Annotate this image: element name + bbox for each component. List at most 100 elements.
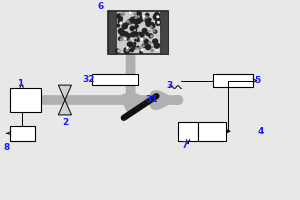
Bar	[178, 122, 198, 141]
Point	[118, 30, 123, 33]
Point	[147, 18, 152, 21]
Point	[137, 31, 142, 35]
Point	[124, 32, 128, 36]
Point	[135, 34, 140, 37]
Point	[149, 35, 154, 38]
Point	[133, 28, 137, 31]
Point	[127, 19, 132, 22]
Point	[118, 17, 123, 21]
Point	[155, 15, 160, 18]
Point	[123, 48, 128, 51]
Point	[122, 25, 127, 28]
Bar	[10, 88, 41, 112]
Point	[155, 15, 160, 18]
Point	[134, 19, 139, 22]
Text: 5: 5	[254, 76, 261, 85]
Point	[143, 45, 148, 48]
Point	[123, 37, 128, 41]
Point	[146, 45, 151, 49]
Point	[133, 29, 137, 32]
Bar	[160, 11, 168, 54]
Point	[152, 36, 157, 39]
Point	[155, 48, 160, 52]
Point	[138, 16, 142, 19]
Point	[128, 12, 132, 15]
Point	[125, 46, 130, 49]
Text: 7: 7	[181, 141, 188, 150]
Point	[145, 32, 150, 36]
Point	[140, 38, 144, 41]
Point	[147, 46, 152, 49]
Point	[121, 12, 126, 15]
Text: 8: 8	[4, 143, 10, 152]
Point	[136, 15, 141, 18]
Polygon shape	[58, 85, 71, 100]
Point	[145, 13, 150, 17]
Bar	[92, 74, 138, 85]
Point	[137, 47, 142, 50]
Point	[134, 20, 139, 23]
Point	[130, 18, 135, 22]
Point	[143, 15, 148, 19]
Point	[133, 29, 137, 32]
Point	[134, 47, 139, 50]
Bar	[213, 74, 253, 87]
Point	[128, 12, 132, 15]
Point	[149, 25, 154, 28]
Point	[117, 15, 122, 18]
Point	[154, 15, 158, 19]
Point	[154, 13, 159, 17]
Point	[128, 22, 133, 25]
Point	[118, 22, 123, 25]
Point	[150, 49, 154, 52]
Point	[134, 25, 139, 28]
Point	[150, 24, 155, 28]
Point	[152, 30, 157, 33]
Point	[126, 38, 131, 41]
Point	[146, 30, 151, 33]
Point	[125, 46, 130, 49]
Point	[116, 49, 121, 53]
Point	[119, 14, 124, 17]
Point	[132, 46, 137, 49]
Point	[148, 41, 152, 44]
Point	[140, 19, 145, 22]
Point	[149, 28, 154, 32]
Bar	[108, 11, 168, 54]
Point	[124, 49, 129, 52]
Point	[154, 44, 159, 47]
Point	[140, 38, 144, 41]
Point	[142, 29, 147, 32]
Point	[153, 42, 158, 45]
Point	[152, 36, 157, 39]
Bar	[10, 126, 35, 141]
Point	[141, 38, 146, 41]
Point	[153, 40, 158, 43]
Point	[123, 37, 128, 41]
Point	[118, 37, 123, 40]
Point	[156, 21, 161, 24]
Point	[134, 18, 139, 21]
Point	[120, 32, 125, 35]
Point	[147, 27, 152, 30]
Bar	[108, 11, 116, 54]
Text: 6: 6	[98, 2, 104, 11]
Point	[133, 38, 138, 42]
Point	[127, 39, 132, 42]
Point	[116, 24, 121, 27]
Point	[143, 44, 148, 47]
Polygon shape	[58, 100, 71, 115]
Point	[124, 22, 129, 25]
Point	[144, 19, 149, 22]
Point	[139, 44, 144, 48]
Point	[144, 40, 149, 43]
Point	[130, 49, 134, 52]
Point	[136, 39, 140, 42]
Point	[141, 44, 146, 47]
Point	[126, 34, 131, 37]
Point	[150, 45, 155, 49]
Point	[132, 13, 137, 16]
Point	[140, 33, 144, 36]
Point	[155, 44, 160, 47]
Bar	[198, 122, 226, 141]
